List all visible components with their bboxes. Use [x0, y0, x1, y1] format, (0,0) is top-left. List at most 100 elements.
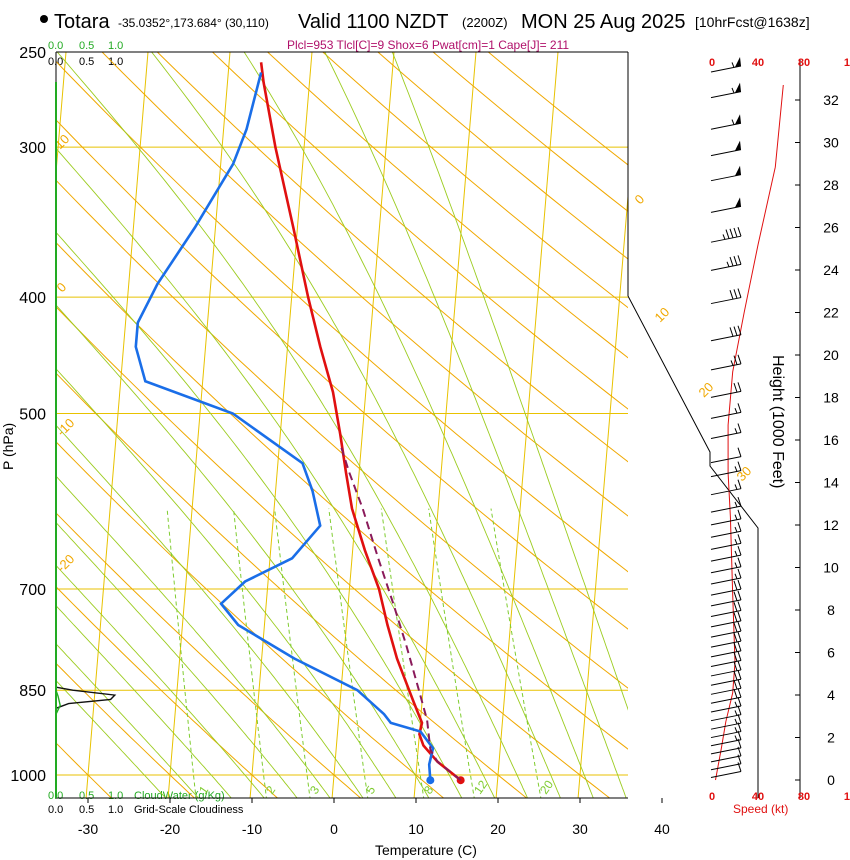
barb-staff [710, 554, 742, 562]
barb-pennant [735, 114, 741, 125]
barb-staff [710, 669, 742, 677]
height-tick-label: 8 [827, 602, 835, 618]
height-tick-label: 0 [827, 772, 835, 788]
dry-adiabat-label: -20 [54, 551, 78, 575]
mixing-ratio-line [428, 508, 475, 798]
dewpoint-line [134, 72, 435, 781]
cloud-scale-tick: 0.0 [48, 40, 63, 52]
dry-adiabat-label: -10 [54, 415, 78, 439]
dry-adiabat [56, 241, 628, 750]
barb-staff [710, 620, 742, 628]
barb-staff [710, 755, 742, 763]
barb-staff [710, 363, 742, 371]
mixing-ratio-label: 2 [263, 783, 278, 797]
cloud-scale-tick: 0.5 [79, 804, 94, 816]
height-tick-label: 16 [823, 432, 839, 448]
height-tick-label: 30 [823, 135, 839, 151]
wind-barb [710, 461, 742, 478]
pressure-tick-label: 300 [19, 140, 46, 157]
barb-staff [710, 432, 742, 440]
wind-barb [710, 568, 742, 585]
dry-adiabat [56, 441, 445, 798]
barb-staff [710, 122, 742, 130]
pressure-tick-label: 1000 [10, 768, 46, 785]
barb-half-feather [734, 466, 738, 472]
barb-half-feather [722, 234, 726, 240]
barb-feather [733, 382, 738, 393]
wind-barb [710, 722, 742, 739]
mixing-ratio-line [274, 508, 311, 798]
dry-adiabat [266, 52, 628, 359]
isotherm-line [413, 52, 477, 798]
moist-adiabat [56, 304, 430, 798]
barb-feather [737, 461, 742, 471]
barb-staff [710, 566, 742, 574]
barb-feather [737, 534, 742, 544]
barb-half-feather [731, 62, 735, 68]
barb-feather [737, 641, 742, 652]
isotherm-line [249, 52, 313, 798]
wind-barb [710, 688, 742, 704]
barb-staff [710, 714, 742, 722]
cloud-scale-tick: 0.5 [79, 56, 94, 68]
cloud-scale-tick: 0.0 [48, 804, 63, 816]
station-marker-icon [40, 15, 48, 23]
barb-feather [737, 651, 742, 661]
barb-feather [737, 522, 742, 532]
x-tick-label: 0 [330, 821, 338, 837]
dry-adiabat [56, 586, 279, 798]
isotherm-line [577, 190, 628, 798]
cloudiness-label: Grid-Scale Cloudiness [134, 804, 244, 816]
speed-tick-label: 0 [709, 791, 715, 803]
valid-time: Valid 1100 NZDT [298, 11, 448, 33]
station-coords: -35.0352°,173.684° (30,110) [118, 16, 269, 30]
height-tick-label: 12 [823, 517, 839, 533]
barb-staff [710, 747, 742, 755]
speed-tick-label: 12 [844, 57, 850, 69]
barb-staff [710, 390, 742, 398]
barb-feather [733, 679, 738, 690]
barb-staff [710, 731, 742, 739]
dry-adiabat [101, 52, 628, 517]
barb-feather [737, 679, 742, 689]
barb-pennant [735, 140, 741, 151]
dry-adiabat [487, 52, 628, 166]
wind-barb [710, 679, 742, 695]
dry-adiabat [211, 52, 628, 410]
barb-feather [733, 632, 738, 643]
barb-staff [710, 470, 742, 478]
wind-barb [710, 140, 742, 157]
barb-feather [733, 661, 738, 671]
barb-feather [737, 545, 742, 556]
barb-staff [710, 770, 742, 778]
wind-barb [710, 641, 742, 658]
dry-adiabat [322, 52, 628, 309]
barb-staff [710, 411, 742, 419]
barb-feather [733, 326, 738, 336]
wind-barb [710, 631, 742, 648]
barb-half-feather [734, 484, 738, 490]
isotherm-line [495, 52, 559, 798]
wind-barb [710, 423, 742, 440]
barb-feather [729, 290, 734, 300]
barb-pennant [735, 82, 741, 93]
barb-staff [710, 334, 742, 342]
barb-half-feather [734, 526, 738, 533]
barb-half-feather [734, 573, 738, 580]
wind-barb [710, 601, 742, 618]
x-tick-label: -20 [160, 821, 180, 837]
barb-half-feather [734, 710, 738, 716]
height-tick-label: 18 [823, 390, 839, 406]
barb-staff [710, 65, 742, 73]
barb-staff [710, 235, 742, 243]
barb-feather [733, 580, 738, 591]
height-tick-label: 4 [827, 687, 835, 703]
barb-pennant [735, 57, 741, 67]
height-tick-label: 32 [823, 92, 839, 108]
barb-feather [737, 227, 742, 237]
moist-adiabat [391, 52, 628, 711]
height-tick-label: 24 [823, 262, 839, 278]
dry-adiabat [56, 662, 196, 798]
barb-staff [710, 687, 742, 695]
moist-adiabat [243, 52, 594, 798]
